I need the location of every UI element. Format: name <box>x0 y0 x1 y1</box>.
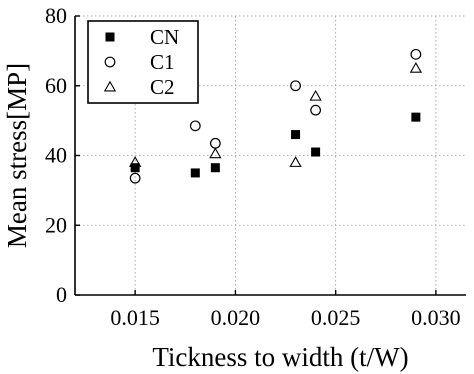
x-axis-title: Tickness to width (t/W) <box>152 342 408 372</box>
data-point-cn <box>130 163 140 173</box>
y-axis-title: Mean stress[MP] <box>2 63 32 248</box>
y-tick-label: 80 <box>45 3 67 28</box>
data-point-c1 <box>189 120 201 132</box>
y-tick-label: 40 <box>45 143 67 168</box>
y-tick-label: 20 <box>45 212 67 237</box>
data-point-c1 <box>290 80 301 92</box>
legend-marker-c1 <box>104 56 116 68</box>
data-point-c2 <box>409 62 423 73</box>
legend-marker-cn <box>105 32 115 42</box>
legend-label-c2: C2 <box>150 75 175 99</box>
data-point-cn <box>210 163 220 173</box>
data-point-cn <box>411 112 421 122</box>
legend-label-c1: C1 <box>150 50 175 74</box>
x-tick-label: 0.030 <box>411 305 461 330</box>
data-point-c1 <box>310 104 322 116</box>
legend-marker-c2 <box>103 80 117 92</box>
data-point-cn <box>190 168 200 178</box>
legend-label-cn: CN <box>150 25 179 49</box>
data-points <box>129 48 423 184</box>
y-tick-label: 0 <box>56 282 67 307</box>
x-tick-label: 0.025 <box>311 305 361 330</box>
data-point-cn <box>311 147 321 157</box>
data-point-c2 <box>289 156 302 167</box>
data-point-c1 <box>209 137 221 149</box>
y-tick-label: 60 <box>45 73 67 98</box>
data-point-c1 <box>129 172 141 184</box>
x-tick-label: 0.020 <box>211 305 261 330</box>
data-point-cn <box>291 130 301 140</box>
data-point-c1 <box>410 48 422 60</box>
tick-labels: 0.015 0.020 0.025 0.030 0 20 40 60 80 <box>45 3 461 330</box>
data-point-c2 <box>129 156 142 167</box>
x-tick-label: 0.015 <box>110 305 160 330</box>
axes <box>74 15 466 296</box>
data-point-c2 <box>209 147 222 159</box>
data-point-c2 <box>309 89 322 101</box>
